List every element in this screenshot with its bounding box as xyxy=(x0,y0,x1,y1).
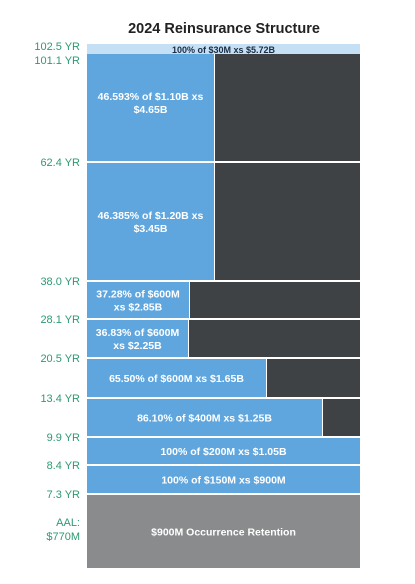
return-period-label: 101.1 YR xyxy=(34,55,80,67)
layer-label: 36.83% of $600M xs $2.25B xyxy=(96,327,180,352)
layer-label: 46.385% of $1.20B xs $3.45B xyxy=(98,210,204,235)
return-period-label: 102.5 YR xyxy=(34,41,80,53)
return-period-label: 9.9 YR xyxy=(47,432,80,444)
return-period-label: 7.3 YR xyxy=(47,489,80,501)
placed-share-bar xyxy=(87,359,266,397)
placed-share-bar xyxy=(87,399,322,436)
chart-title: 2024 Reinsurance Structure xyxy=(128,21,320,37)
top-layer-bar xyxy=(87,44,360,54)
aal-label: AAL: xyxy=(56,517,80,529)
layer-label: 100% of $30M xs $5.72B xyxy=(172,45,276,55)
layer-label: 65.50% of $600M xs $1.65B xyxy=(109,373,244,385)
layer-label: 46.593% of $1.10B xs $4.65B xyxy=(98,91,204,116)
placed-share-bar xyxy=(87,282,189,318)
return-period-label: 13.4 YR xyxy=(40,393,80,405)
placed-share-bar xyxy=(87,438,360,464)
unplaced-share-bar xyxy=(190,282,360,318)
layer-label: 86.10% of $400M xs $1.25B xyxy=(137,413,272,425)
retention-bar xyxy=(87,495,360,568)
unplaced-share-bar xyxy=(215,44,360,161)
layer-label: 37.28% of $600M xs $2.85B xyxy=(96,289,180,314)
placed-share-bar xyxy=(87,466,360,493)
unplaced-share-bar xyxy=(267,359,360,397)
placed-share-bar xyxy=(87,44,214,161)
layer-label: 100% of $200M xs $1.05B xyxy=(160,446,286,458)
return-period-label: 28.1 YR xyxy=(40,314,80,326)
unplaced-share-bar xyxy=(189,320,360,357)
return-period-label: 62.4 YR xyxy=(40,157,80,169)
return-period-label: 8.4 YR xyxy=(47,460,80,472)
y-axis-return-periods: 102.5 YR 101.1 YR 62.4 YR 38.0 YR 28.1 YR 20.… xyxy=(34,41,80,543)
unplaced-share-bar xyxy=(215,163,360,280)
layer-label: 100% of $150M xs $900M xyxy=(161,475,286,487)
return-period-label: 20.5 YR xyxy=(40,353,80,365)
placed-share-bar xyxy=(87,163,214,280)
layer-label: $900M Occurrence Retention xyxy=(151,527,296,539)
aal-label: $770M xyxy=(46,531,80,543)
unplaced-share-bar xyxy=(323,399,360,436)
placed-share-bar xyxy=(87,320,188,357)
tower-layers: $900M Occurrence Retention 100% of $150M … xyxy=(87,44,360,568)
return-period-label: 38.0 YR xyxy=(40,276,80,288)
